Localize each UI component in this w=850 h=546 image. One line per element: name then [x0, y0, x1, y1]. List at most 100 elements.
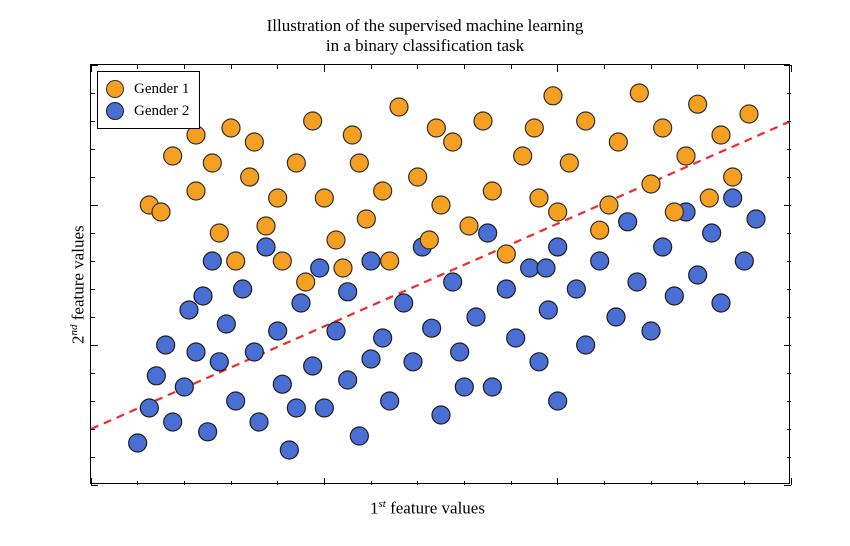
tick: [651, 481, 652, 485]
data-point: [273, 252, 291, 270]
data-point: [712, 294, 730, 312]
data-point: [129, 434, 147, 452]
data-point: [304, 112, 322, 130]
data-point: [560, 154, 578, 172]
data-point: [689, 95, 707, 113]
data-point: [432, 406, 450, 424]
data-point: [152, 203, 170, 221]
tick: [417, 481, 418, 485]
chart-container: Illustration of the supervised machine l…: [0, 0, 850, 546]
data-point: [187, 343, 205, 361]
tick: [91, 149, 95, 150]
tick: [784, 485, 791, 486]
data-point: [530, 189, 548, 207]
data-point: [444, 133, 462, 151]
data-point: [357, 210, 375, 228]
data-point: [591, 221, 609, 239]
tick: [231, 65, 232, 69]
tick: [604, 481, 605, 485]
data-point: [245, 133, 263, 151]
legend-swatch-icon: [106, 102, 124, 120]
data-point: [665, 203, 683, 221]
data-point: [241, 168, 259, 186]
data-point: [374, 329, 392, 347]
data-point: [530, 353, 548, 371]
data-point: [483, 378, 501, 396]
data-point: [747, 210, 765, 228]
data-point: [199, 423, 217, 441]
tick: [137, 481, 138, 485]
tick: [744, 65, 745, 69]
data-point: [395, 294, 413, 312]
legend-item: Gender 2: [106, 100, 189, 122]
data-point: [234, 280, 252, 298]
data-point: [164, 147, 182, 165]
tick: [91, 233, 95, 234]
xlabel-prefix: 1: [370, 499, 379, 518]
data-point: [287, 399, 305, 417]
data-point: [327, 231, 345, 249]
data-point: [292, 294, 310, 312]
data-point: [451, 343, 469, 361]
data-point: [665, 287, 683, 305]
data-point: [157, 336, 175, 354]
tick: [787, 429, 791, 430]
tick: [91, 429, 95, 430]
tick: [91, 345, 98, 346]
tick: [91, 65, 98, 66]
data-point: [654, 119, 672, 137]
tick: [91, 121, 95, 122]
data-point: [210, 224, 228, 242]
data-point: [390, 98, 408, 116]
data-point: [350, 427, 368, 445]
legend-label: Gender 2: [134, 103, 189, 120]
data-point: [381, 252, 399, 270]
tick: [787, 233, 791, 234]
decision-boundary-line: [91, 121, 791, 429]
data-point: [654, 238, 672, 256]
data-point: [703, 224, 721, 242]
data-point: [467, 308, 485, 326]
tick: [784, 205, 791, 206]
data-point: [245, 343, 263, 361]
data-point: [203, 252, 221, 270]
data-point: [315, 399, 333, 417]
tick: [464, 481, 465, 485]
data-point: [194, 287, 212, 305]
data-point: [362, 350, 380, 368]
tick: [137, 65, 138, 69]
data-point: [724, 189, 742, 207]
data-point: [600, 196, 618, 214]
tick: [91, 289, 95, 290]
data-point: [175, 378, 193, 396]
tick: [787, 317, 791, 318]
data-point: [642, 175, 660, 193]
data-point: [740, 105, 758, 123]
tick: [697, 481, 698, 485]
data-point: [514, 147, 532, 165]
data-point: [227, 252, 245, 270]
xlabel-sup: st: [379, 498, 386, 510]
data-point: [549, 203, 567, 221]
data-point: [537, 259, 555, 277]
data-point: [140, 399, 158, 417]
data-point: [432, 196, 450, 214]
data-point: [677, 147, 695, 165]
data-point: [735, 252, 753, 270]
legend: Gender 1Gender 2: [97, 71, 200, 129]
tick: [91, 485, 98, 486]
data-point: [222, 119, 240, 137]
tick: [91, 317, 95, 318]
data-point: [381, 392, 399, 410]
tick: [277, 481, 278, 485]
data-point: [591, 252, 609, 270]
data-point: [269, 322, 287, 340]
ylabel-prefix: 2: [69, 336, 88, 345]
tick: [91, 177, 95, 178]
tick: [787, 93, 791, 94]
tick: [791, 65, 792, 72]
tick: [787, 121, 791, 122]
data-point: [607, 308, 625, 326]
data-point: [630, 84, 648, 102]
data-point: [423, 319, 441, 337]
